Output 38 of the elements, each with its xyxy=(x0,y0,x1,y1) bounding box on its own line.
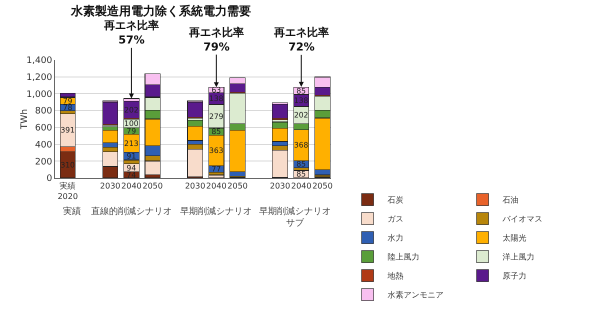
x-tick-label: 2040 xyxy=(121,182,142,191)
x-tick-label: 2040 xyxy=(206,182,227,191)
x-tick-label: 2040 xyxy=(291,182,312,191)
legend-label: 陸上風力 xyxy=(388,252,420,262)
legend-label: バイオマス xyxy=(502,214,543,224)
x-tick-label: 2050 xyxy=(227,182,248,191)
y-tick-label: 1,200 xyxy=(26,73,52,84)
text: 直線的削減シナリオ xyxy=(91,206,172,217)
x-tick-label: 2050 xyxy=(312,182,333,191)
legend-label: ガス xyxy=(388,214,404,224)
y-tick-label: 0 xyxy=(46,174,52,184)
legend-label: 石炭 xyxy=(388,196,404,205)
annotation: 再エネ比率 57% xyxy=(103,19,159,46)
y-tick-label: 1,400 xyxy=(26,56,52,66)
y-axis-title: TWh xyxy=(20,108,30,130)
legend-label: 洋上風力 xyxy=(502,252,535,262)
annotation: 再エネ比率 72% xyxy=(273,26,329,54)
text: 実績 xyxy=(63,206,81,217)
y-tick-label: 600 xyxy=(35,124,52,134)
legend-label: 水力 xyxy=(388,234,404,243)
x-tick-label: 2050 xyxy=(142,182,163,191)
x-tick-label: 2030 xyxy=(184,182,206,191)
y-tick-label: 1,000 xyxy=(26,90,52,100)
y-tick-label: 800 xyxy=(35,106,52,117)
chart-title: 水素製造用電力除く系統電力需要 xyxy=(70,4,251,18)
x-tick-label: 2030 xyxy=(270,182,290,191)
legend-label: 水素アンモニア xyxy=(388,290,444,300)
legend-label: 地熱 xyxy=(386,272,404,281)
x-tick-label: 2030 xyxy=(100,182,120,191)
legend-label: 石油 xyxy=(502,196,519,205)
y-tick-label: 200 xyxy=(35,157,52,168)
annotation: 再エネ比率 79% xyxy=(188,26,244,54)
text: 早期削減シナリオサブ xyxy=(259,206,331,229)
text: 早期削減シナリオ xyxy=(180,206,252,217)
legend-label: 原子力 xyxy=(502,272,527,281)
legend-label: 太陽光 xyxy=(502,234,527,243)
y-tick-label: 400 xyxy=(35,140,52,150)
x-tick-label: 実績 2020 xyxy=(58,182,78,201)
